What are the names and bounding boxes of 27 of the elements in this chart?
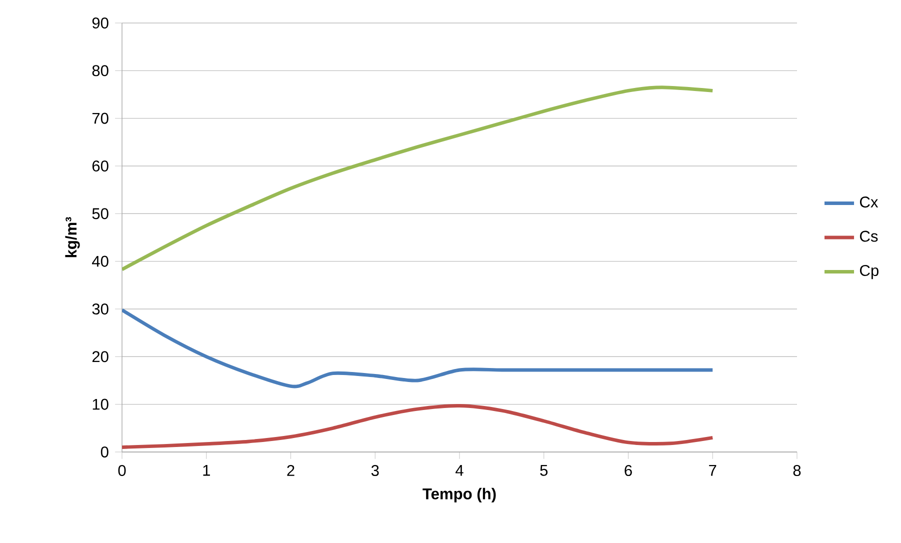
- legend-label: Cp: [860, 264, 878, 280]
- legend-label: Cx: [860, 196, 878, 208]
- y-tick-label: 90: [92, 17, 108, 29]
- y-tick-label: 60: [92, 160, 108, 172]
- y-tick-label: 50: [92, 208, 108, 220]
- x-tick-label: 6: [624, 465, 632, 476]
- y-tick-label: 80: [92, 65, 108, 76]
- x-tick-label: 2: [287, 465, 294, 476]
- line-series: [122, 86, 714, 272]
- x-tick-label: 3: [371, 465, 379, 476]
- legend-label: Cs: [860, 230, 878, 242]
- y-tick-label: 10: [92, 398, 108, 410]
- line-series: [122, 308, 714, 388]
- x-tick-label: 1: [203, 465, 210, 476]
- y-tick-label: 40: [92, 256, 108, 267]
- y-axis-title: kg/m³: [65, 217, 80, 258]
- x-tick-label: 0: [118, 465, 126, 476]
- x-tick-label: 5: [540, 465, 548, 476]
- y-tick-label: 0: [100, 446, 108, 458]
- y-tick-label: 70: [92, 112, 108, 124]
- x-tick-label: 7: [709, 465, 716, 476]
- y-tick-label: 30: [92, 303, 108, 315]
- y-tick-label: 20: [92, 351, 108, 362]
- x-axis-title: Tempo (h): [422, 488, 496, 502]
- x-tick-label: 8: [793, 465, 801, 476]
- line-series: [122, 404, 714, 449]
- x-tick-label: 4: [456, 465, 464, 476]
